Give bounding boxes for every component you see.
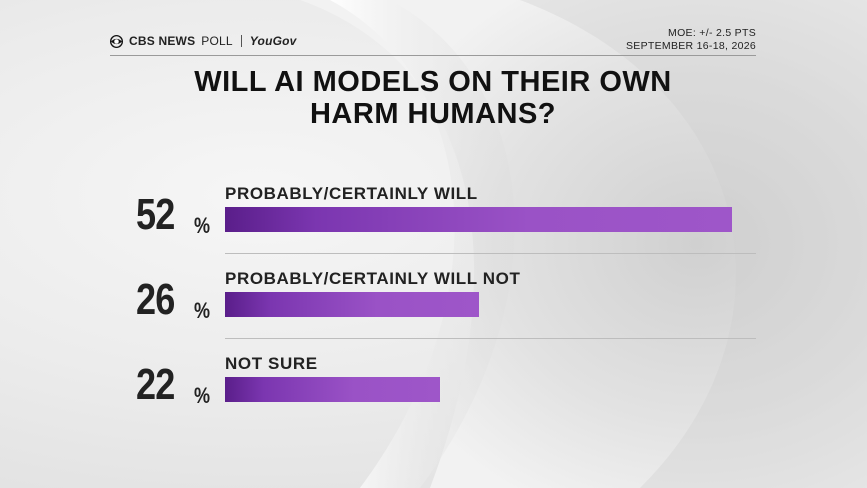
bar-category-label: PROBABLY/CERTAINLY WILL NOT	[225, 269, 521, 288]
percent-sign: %	[194, 298, 211, 323]
header-meta: MOE: +/- 2.5 PTS SEPTEMBER 16-18, 2026	[626, 27, 756, 53]
brand-name: CBS NEWS	[129, 34, 196, 48]
bar	[225, 377, 440, 402]
brand-poll: POLL	[201, 34, 233, 48]
bar-category-label: PROBABLY/CERTAINLY WILL	[225, 184, 478, 203]
bar-value-label: 26	[136, 275, 175, 324]
header-brand: CBS NEWS POLL YouGov	[110, 33, 297, 49]
title-line-1: WILL AI MODELS ON THEIR OWN	[194, 66, 672, 98]
bar-row: 26% PROBABLY/CERTAINLY WILL NOT	[110, 266, 756, 346]
bar	[225, 292, 479, 317]
margin-of-error: MOE: +/- 2.5 PTS	[668, 27, 756, 39]
percent-sign: %	[194, 213, 211, 238]
header-divider	[110, 55, 756, 56]
bar-category-label: NOT SURE	[225, 354, 318, 373]
poll-dates: SEPTEMBER 16-18, 2026	[625, 40, 756, 52]
bar	[225, 207, 732, 232]
row-divider	[225, 253, 756, 254]
percent-sign: %	[194, 383, 211, 408]
partner-logo: YouGov	[249, 34, 297, 48]
bar-value-label: 52	[136, 190, 175, 239]
chart-title: WILL AI MODELS ON THEIR OWN HARM HUMANS?	[110, 66, 756, 130]
brand-divider	[240, 35, 242, 47]
title-line-2: HARM HUMANS?	[309, 98, 557, 130]
row-divider	[225, 338, 756, 339]
bar-row: 52% PROBABLY/CERTAINLY WILL	[110, 181, 756, 261]
cbs-eye-icon	[110, 34, 123, 48]
bar-value-label: 22	[136, 360, 175, 409]
bar-row: 22% NOT SURE	[110, 351, 756, 431]
